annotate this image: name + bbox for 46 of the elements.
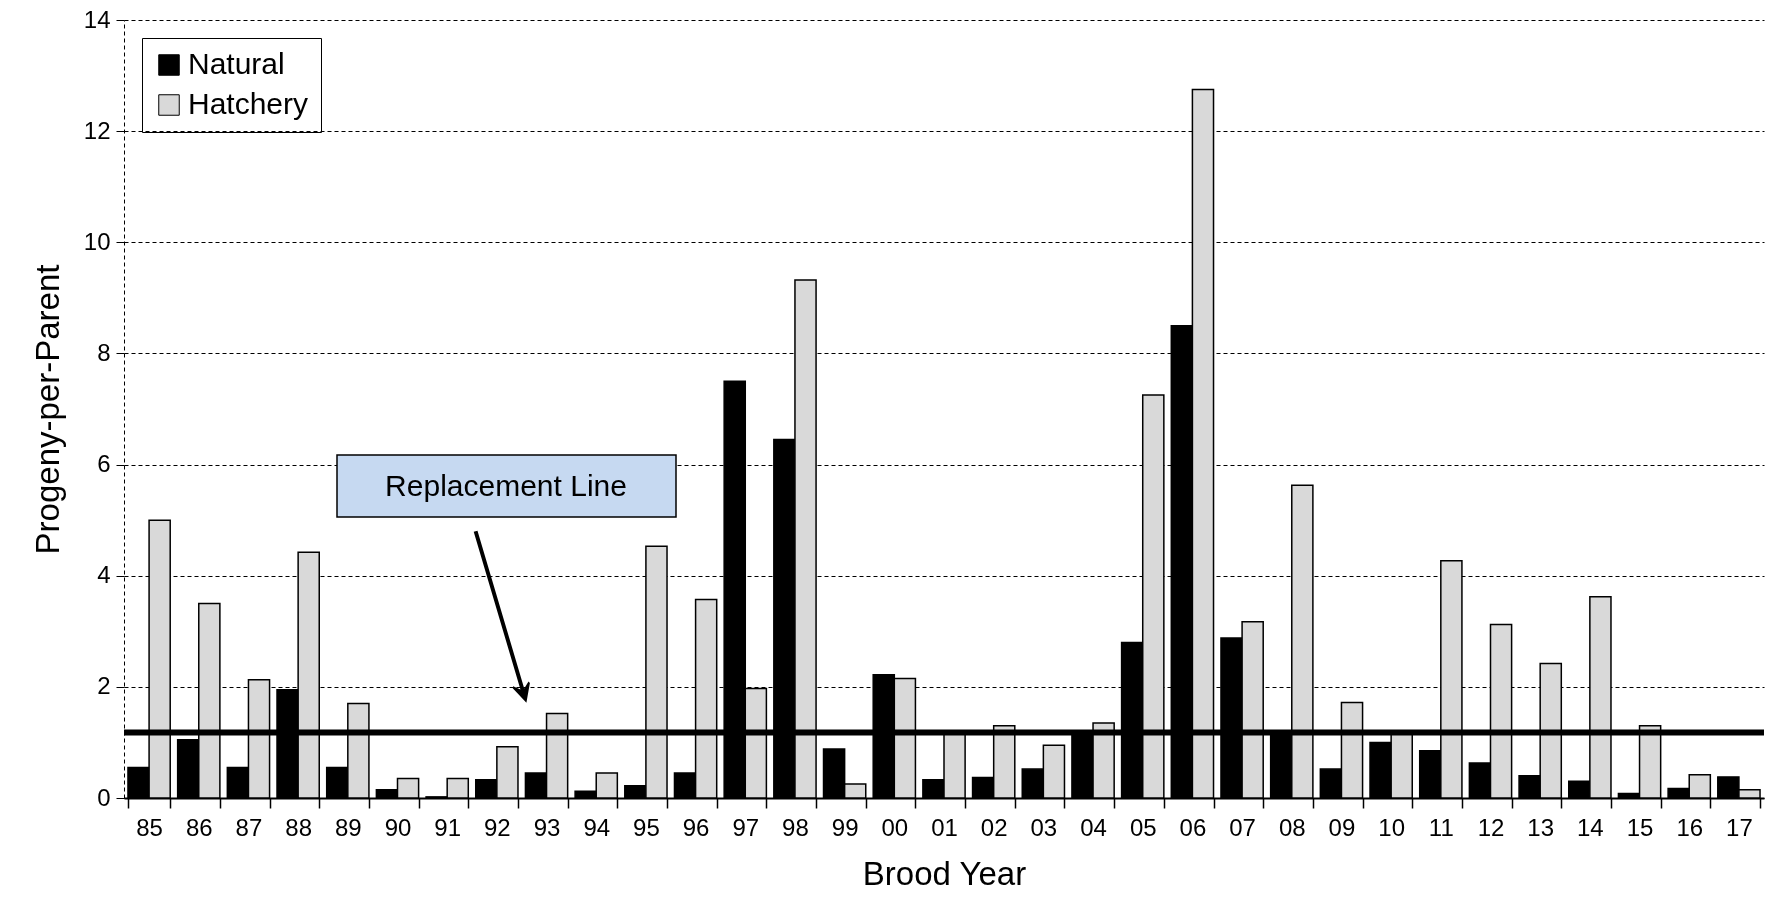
y-tick-label: 4 <box>97 561 111 589</box>
x-tick-label: 15 <box>1626 813 1654 841</box>
x-tick-label: 10 <box>1378 813 1405 841</box>
x-tick-label: 01 <box>931 813 958 841</box>
x-tick-label: 87 <box>235 813 263 841</box>
x-tick-label: 02 <box>980 813 1008 841</box>
x-tick-label: 17 <box>1726 813 1753 841</box>
x-tick-label: 16 <box>1676 813 1704 841</box>
y-tick-label: 6 <box>97 450 111 478</box>
x-tick-label: 89 <box>334 813 362 841</box>
annotation: Replacement Line <box>385 469 627 502</box>
y-tick-label: 2 <box>97 672 111 700</box>
y-tick-label: 12 <box>83 116 111 144</box>
x-tick-label: 07 <box>1229 813 1256 841</box>
x-tick-label: 03 <box>1030 813 1058 841</box>
x-tick-label: 94 <box>583 813 611 841</box>
x-tick-label: 91 <box>434 813 462 841</box>
x-tick-label: 86 <box>185 813 213 841</box>
y-tick-label: 0 <box>97 783 111 811</box>
x-tick-label: 88 <box>285 813 312 841</box>
x-tick-label: 13 <box>1527 813 1555 841</box>
y-axis-title: Progeny-per-Parent <box>28 264 66 555</box>
legend-label: Hatchery <box>188 87 309 120</box>
x-tick-label: 93 <box>533 813 561 841</box>
x-tick-label: 14 <box>1577 813 1604 841</box>
x-tick-label: 98 <box>782 813 809 841</box>
x-tick-label: 96 <box>682 813 710 841</box>
x-tick-label: 09 <box>1328 813 1356 841</box>
x-tick-label: 06 <box>1179 813 1207 841</box>
x-tick-label: 11 <box>1428 813 1454 841</box>
x-tick-label: 05 <box>1129 813 1157 841</box>
y-tick-label: 10 <box>83 227 111 255</box>
y-tick-label: 14 <box>83 5 111 33</box>
x-tick-label: 04 <box>1080 813 1107 841</box>
x-tick-label: 90 <box>384 813 412 841</box>
x-axis-title: Brood Year <box>862 854 1027 892</box>
x-tick-label: 95 <box>633 813 660 841</box>
y-tick-label: 8 <box>97 338 111 366</box>
x-tick-label: 97 <box>732 813 760 841</box>
legend-label: Natural <box>188 47 285 80</box>
x-tick-label: 00 <box>881 813 909 841</box>
x-tick-label: 85 <box>136 813 163 841</box>
x-tick-label: 92 <box>484 813 511 841</box>
x-tick-label: 08 <box>1278 813 1306 841</box>
x-tick-label: 99 <box>831 813 859 841</box>
x-tick-label: 12 <box>1477 813 1505 841</box>
